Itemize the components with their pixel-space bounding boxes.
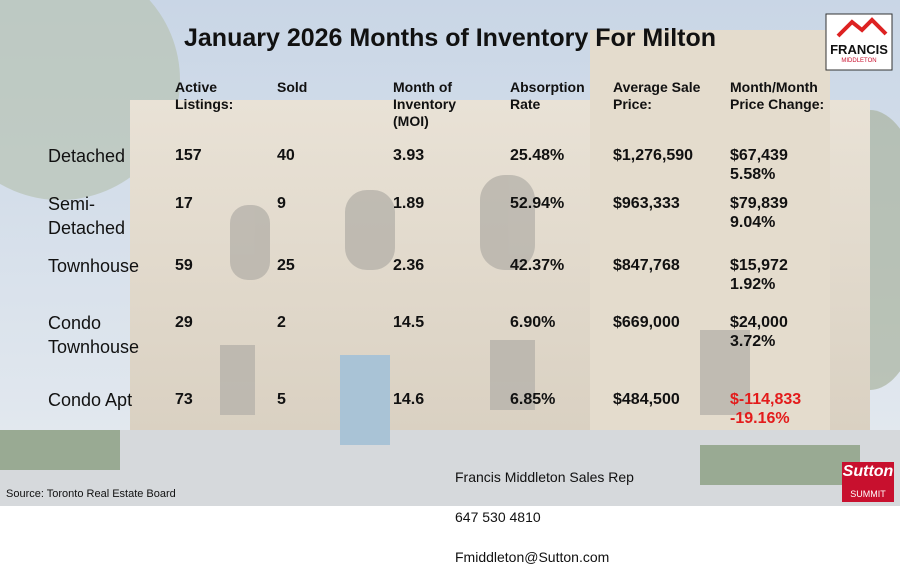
logo-bottom-sub: SUMMIT xyxy=(850,489,886,499)
cell: $669,000 xyxy=(613,314,680,331)
contact-line: Fmiddleton@Sutton.com xyxy=(455,549,610,565)
cell: 2.36 xyxy=(393,257,425,274)
cell: 9 xyxy=(277,195,286,212)
cell: 25 xyxy=(277,257,295,274)
cell: 14.5 xyxy=(393,314,425,331)
row-label: Detached xyxy=(48,146,126,166)
contact-line: Francis Middleton Sales Rep xyxy=(455,469,634,485)
cell: 2 xyxy=(277,314,286,331)
source: Source: Toronto Real Estate Board xyxy=(6,488,176,500)
change-pct: 3.72% xyxy=(730,333,776,350)
change-pct: -19.16% xyxy=(730,410,790,427)
cell: $-114,833 xyxy=(730,391,802,408)
change-pct: 1.92% xyxy=(730,276,776,293)
column-header: Average Sale Price: xyxy=(613,79,701,112)
slide: January 2026 Months of Inventory For Mil… xyxy=(0,0,900,565)
cell: $79,839 xyxy=(730,195,788,212)
contact: Francis Middleton Sales Rep 647 530 4810… xyxy=(455,447,634,587)
cell: 1.89 xyxy=(393,195,425,212)
cell: 157 xyxy=(175,147,202,164)
cell: $963,333 xyxy=(613,195,680,212)
background-photo xyxy=(0,0,900,506)
cell: $67,439 xyxy=(730,147,788,164)
cell: 6.85% xyxy=(510,391,556,408)
row-label: Townhouse xyxy=(48,256,140,276)
cell: 25.48% xyxy=(510,147,565,164)
cell: 40 xyxy=(277,147,295,164)
cell: 6.90% xyxy=(510,314,556,331)
cell: 3.93 xyxy=(393,147,425,164)
change-pct: 9.04% xyxy=(730,214,776,231)
cell: 52.94% xyxy=(510,195,565,212)
cell: 5 xyxy=(277,391,286,408)
cell: $484,500 xyxy=(613,391,680,408)
row-label: Semi- Detached xyxy=(48,194,126,238)
cell: 17 xyxy=(175,195,193,212)
contact-line: 647 530 4810 xyxy=(455,509,541,525)
cell: 42.37% xyxy=(510,257,565,274)
cell: 29 xyxy=(175,314,193,331)
cell: 14.6 xyxy=(393,391,425,408)
change-pct: 5.58% xyxy=(730,166,776,183)
row-label: Condo Apt xyxy=(48,390,133,410)
cell: $24,000 xyxy=(730,314,788,331)
column-header: Month of Inventory (MOI) xyxy=(393,79,457,129)
row-label: Condo Townhouse xyxy=(48,313,140,357)
cell: 73 xyxy=(175,391,193,408)
logo-bottom-name: Sutton xyxy=(842,463,894,480)
cell: $1,276,590 xyxy=(613,147,694,164)
cell: $847,768 xyxy=(613,257,680,274)
logo-top-sub: MIDDLETON xyxy=(841,58,877,64)
column-header: Active Listings: xyxy=(175,79,234,112)
title: January 2026 Months of Inventory For Mil… xyxy=(183,24,717,52)
column-header: Absorption Rate xyxy=(510,79,585,112)
cell: $15,972 xyxy=(730,257,788,274)
column-header: Sold xyxy=(277,79,308,95)
logo-top-name: FRANCIS xyxy=(830,42,888,57)
cell: 59 xyxy=(175,257,193,274)
column-header: Month/Month Price Change: xyxy=(730,79,825,112)
